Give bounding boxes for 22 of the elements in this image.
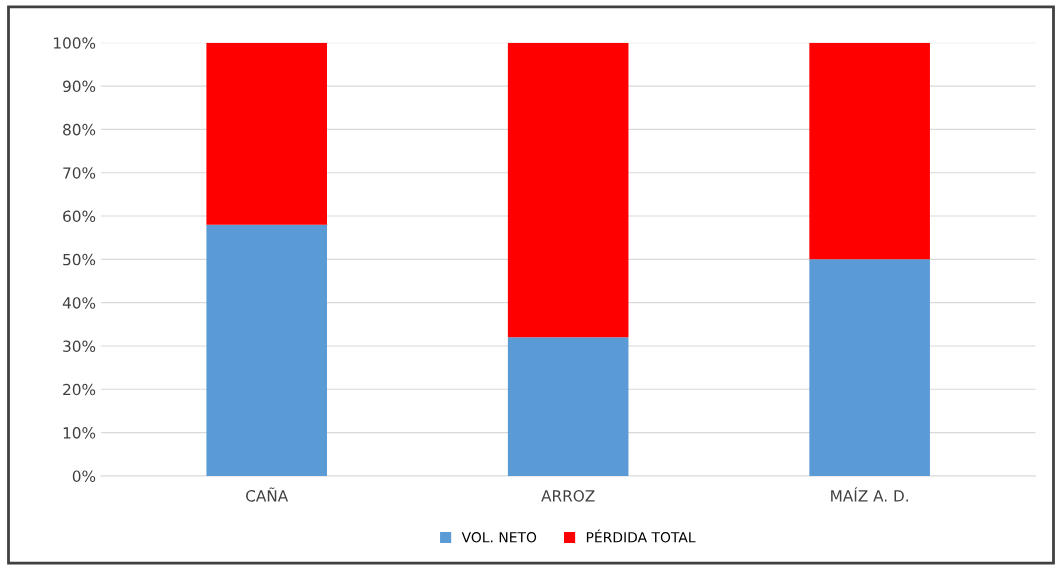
bar	[206, 42, 327, 225]
x-tick-label: MAÍZ A. D.	[831, 487, 908, 502]
bar	[507, 337, 629, 476]
y-tick-label: 100%	[54, 37, 96, 49]
bar	[507, 42, 629, 338]
legend-label: VOL. NETO	[461, 532, 537, 543]
legend-label: PÉRDIDA TOTAL	[586, 529, 696, 543]
y-tick-label: 0%	[72, 470, 96, 482]
y-tick-label: 80%	[63, 123, 96, 136]
y-tick-label: 10%	[63, 427, 96, 439]
y-tick-label: 50%	[63, 253, 96, 266]
y-tick-label: 70%	[63, 167, 96, 179]
bar	[809, 259, 930, 476]
y-tick-label: 20%	[63, 383, 96, 396]
bar	[809, 42, 930, 260]
y-tick-label: 40%	[62, 297, 96, 309]
bar	[206, 224, 327, 476]
x-tick-label: ARROZ	[541, 490, 595, 502]
y-tick-label: 90%	[63, 80, 96, 93]
y-tick-label: 30%	[63, 340, 96, 353]
x-tick-label: CAÑA	[246, 487, 289, 502]
y-tick-label: 60%	[63, 210, 96, 223]
